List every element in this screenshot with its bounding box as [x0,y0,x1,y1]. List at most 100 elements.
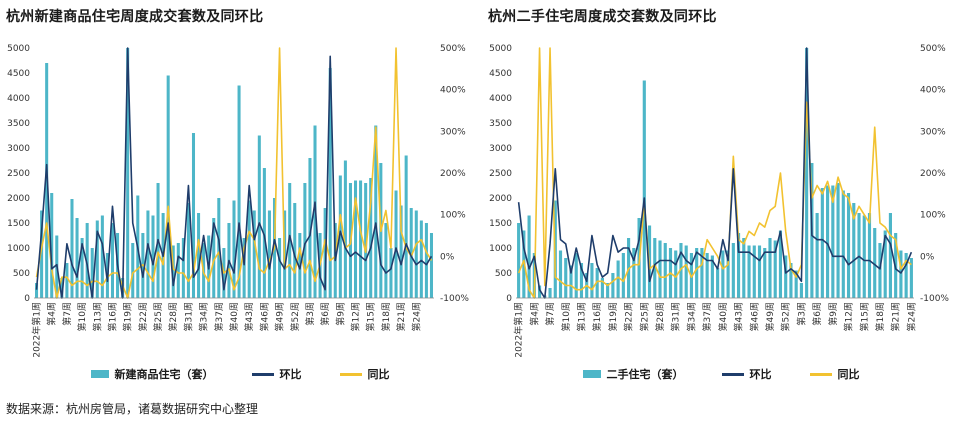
bar [653,238,657,298]
chart-resale-homes: 杭州二手住宅周度成交套数及同环比 0 500 1000 1500 2000 2500 300… [482,0,960,392]
x-tick-label: 第12周 [350,302,362,331]
legend-swatch-bar [90,370,109,378]
legend-label-mom: 环比 [749,368,772,381]
bar [176,243,180,298]
y-right-tick-label: 200% [920,169,946,179]
bar [429,233,433,298]
x-tick-label: 第18周 [874,302,886,331]
legend-label-yoy: 同比 [837,368,860,381]
bar [389,248,393,298]
x-tick-label: 第25周 [638,302,650,331]
bar [716,268,720,298]
y-left-tick-label: 4500 [489,69,512,79]
x-tick-label: 第3周 [304,302,316,326]
x-tick-label: 第52周 [780,302,792,331]
bar [328,68,332,298]
legend-swatch-mom [251,372,274,376]
bar [338,175,342,298]
bar [527,215,531,298]
bar [166,75,170,298]
bar [343,160,347,298]
bar [747,245,751,298]
bar [151,215,155,298]
x-tick-label: 第21周 [890,302,902,331]
bar [763,248,767,298]
chart-new-homes: 杭州新建商品住宅周度成交套数及同环比 0 500 1000 1500 2000 2500 3… [0,0,480,392]
bar [579,263,584,298]
bar [232,200,236,298]
bar [517,223,521,298]
bar [773,240,777,298]
legend-item-mom: 环比 [721,366,772,382]
x-tick-label: 第49周 [274,302,286,331]
x-tick-label: 第46周 [258,302,270,331]
bar [590,263,594,298]
bar [354,180,358,298]
bar [658,240,662,298]
line-mom [517,47,913,299]
x-tick-label: 第24周 [905,302,917,331]
y-right-tick-label: -100% [440,294,469,304]
bar [726,250,730,298]
bar [794,270,798,298]
x-tick-label: 第40周 [717,302,729,331]
x-tick-label: 第43周 [243,302,255,331]
bar [710,255,714,298]
y-left-tick-label: 2000 [489,194,512,204]
y-right-tick-label: 300% [440,127,466,137]
bar [252,210,256,298]
bar [186,203,190,298]
bar [409,208,413,298]
y-right-tick-label: 500% [440,44,466,54]
bar [293,203,297,298]
bar [217,198,221,298]
y-right-tick-label: 200% [440,169,466,179]
bar [60,278,64,298]
bar [778,230,783,298]
legend-swatch-mom [721,372,744,376]
bar [684,245,688,298]
y-right-tick-label: 500% [920,44,946,54]
bar [90,248,94,298]
y-right-tick-label: 300% [920,127,946,137]
bar [50,193,54,298]
bar [374,125,378,298]
x-tick-label: 第15周 [858,302,870,331]
x-tick-label: 第46周 [748,302,760,331]
line-yoy [35,47,433,299]
bar [364,183,368,298]
bar [110,223,114,298]
x-tick-label: 第43周 [733,302,745,331]
y-left-tick-label: 1000 [7,244,30,254]
x-tick-label: 第15周 [365,302,377,331]
bar [826,185,830,298]
bar [888,213,892,298]
chart-plot-svg: 0 500 1000 1500 2000 2500 3000 3500 4000 4500 5000… [489,44,949,358]
bar [899,250,903,298]
source-note: 数据来源：杭州房管局，诸葛数据研究中心整理 [6,402,259,416]
legend-item-bar: 二手住宅（套） [582,366,684,382]
y-left-tick-label: 5000 [7,44,30,54]
x-tick-label: 第19周 [607,302,619,331]
legend-swatch-bar [582,370,601,378]
bar [815,213,819,298]
y-left-tick-label: 1000 [489,244,512,254]
bar [600,278,604,298]
bar [548,288,552,298]
bar [558,250,563,298]
x-tick-label: 第31周 [182,302,194,331]
y-left-tick-label: 2500 [489,169,512,179]
bar [873,228,877,298]
x-tick-label: 第37周 [701,302,713,331]
x-tick-label: 第25周 [152,302,164,331]
bar [424,223,428,298]
y-left-tick-label: 2000 [7,194,30,204]
bar [181,238,185,298]
bar [212,218,216,298]
legend-swatch-yoy [809,372,832,376]
legend-label-yoy: 同比 [367,368,390,381]
bar [308,158,312,298]
bar [574,253,578,298]
bar [789,263,793,298]
